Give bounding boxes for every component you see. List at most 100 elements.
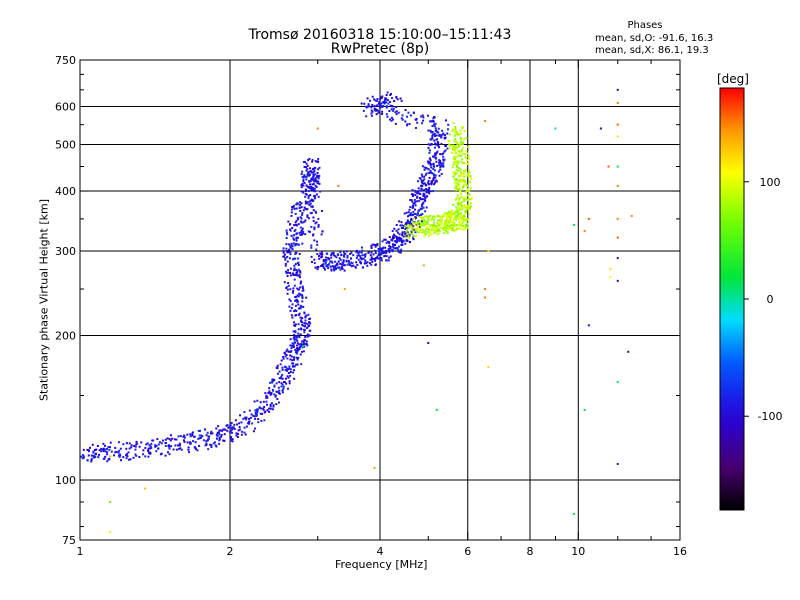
data-point — [278, 391, 281, 394]
data-point — [468, 207, 471, 210]
data-point — [86, 459, 89, 462]
data-point — [295, 338, 298, 341]
data-point — [452, 128, 455, 131]
data-point — [319, 190, 322, 193]
data-point — [300, 217, 303, 220]
data-point — [311, 206, 314, 209]
data-point — [294, 263, 297, 266]
data-point — [330, 268, 333, 271]
data-point — [430, 143, 433, 146]
data-point — [308, 204, 311, 207]
data-point — [297, 264, 300, 267]
data-point — [340, 253, 343, 256]
data-point — [406, 231, 409, 234]
data-point — [460, 212, 463, 215]
data-point — [290, 314, 293, 317]
data-point — [460, 160, 463, 163]
data-point — [424, 220, 427, 223]
data-point — [292, 238, 295, 241]
data-point — [293, 377, 296, 380]
data-point — [385, 249, 388, 252]
data-point — [389, 100, 392, 103]
data-point — [105, 453, 108, 456]
data-point — [431, 226, 434, 229]
data-point — [421, 185, 424, 188]
data-point — [381, 251, 384, 254]
data-point — [86, 448, 89, 451]
data-point — [325, 264, 328, 267]
data-point — [299, 333, 302, 336]
data-point — [233, 423, 236, 426]
data-point — [453, 181, 456, 184]
data-point — [455, 145, 458, 148]
data-point — [302, 191, 305, 194]
data-point — [289, 358, 292, 361]
data-point — [287, 269, 290, 272]
data-point — [356, 254, 359, 257]
data-point — [409, 198, 412, 201]
data-point — [313, 166, 316, 169]
data-point — [297, 300, 300, 303]
data-point — [465, 174, 468, 177]
data-point — [276, 367, 279, 370]
data-point — [296, 363, 299, 366]
data-point — [313, 169, 316, 172]
data-point — [461, 196, 464, 199]
data-point — [298, 232, 301, 235]
data-point — [467, 172, 470, 175]
data-point — [292, 330, 295, 333]
data-point — [455, 214, 458, 217]
data-point — [449, 225, 452, 228]
data-point — [366, 264, 369, 267]
data-point — [310, 185, 313, 188]
data-point — [317, 168, 320, 171]
data-point — [438, 146, 441, 149]
data-point — [191, 434, 194, 437]
data-point — [464, 156, 467, 159]
data-point — [450, 216, 453, 219]
data-point — [293, 321, 296, 324]
data-point — [378, 249, 381, 252]
data-point — [272, 405, 275, 408]
data-point — [294, 335, 297, 338]
data-point — [118, 449, 121, 452]
data-point — [92, 456, 95, 459]
data-point — [284, 368, 287, 371]
data-point — [468, 193, 471, 196]
data-point — [385, 106, 388, 109]
data-point — [391, 250, 394, 253]
data-point — [425, 228, 428, 231]
data-point — [428, 176, 431, 179]
data-point — [438, 219, 441, 222]
data-point — [291, 291, 294, 294]
data-point — [413, 198, 416, 201]
data-point — [320, 256, 323, 259]
data-point — [420, 231, 423, 234]
data-point — [427, 191, 430, 194]
data-point — [467, 208, 470, 211]
data-point — [271, 381, 274, 384]
data-point — [205, 442, 208, 445]
data-point — [381, 105, 384, 108]
data-point — [370, 245, 373, 248]
data-point — [133, 444, 136, 447]
data-point — [468, 208, 471, 211]
data-point — [256, 411, 259, 414]
data-point — [313, 180, 316, 183]
data-point — [339, 258, 342, 261]
data-point — [304, 342, 307, 345]
data-point — [263, 419, 266, 422]
data-point — [430, 172, 433, 175]
data-point — [444, 149, 447, 152]
data-point — [411, 204, 414, 207]
data-point — [487, 250, 490, 253]
data-point — [309, 194, 312, 197]
data-point — [122, 456, 125, 459]
data-point — [102, 447, 105, 450]
data-point — [415, 222, 418, 225]
data-point — [410, 193, 413, 196]
y-tick-label: 100 — [55, 474, 76, 487]
data-point — [456, 187, 459, 190]
data-point — [433, 116, 436, 119]
data-point — [296, 216, 299, 219]
